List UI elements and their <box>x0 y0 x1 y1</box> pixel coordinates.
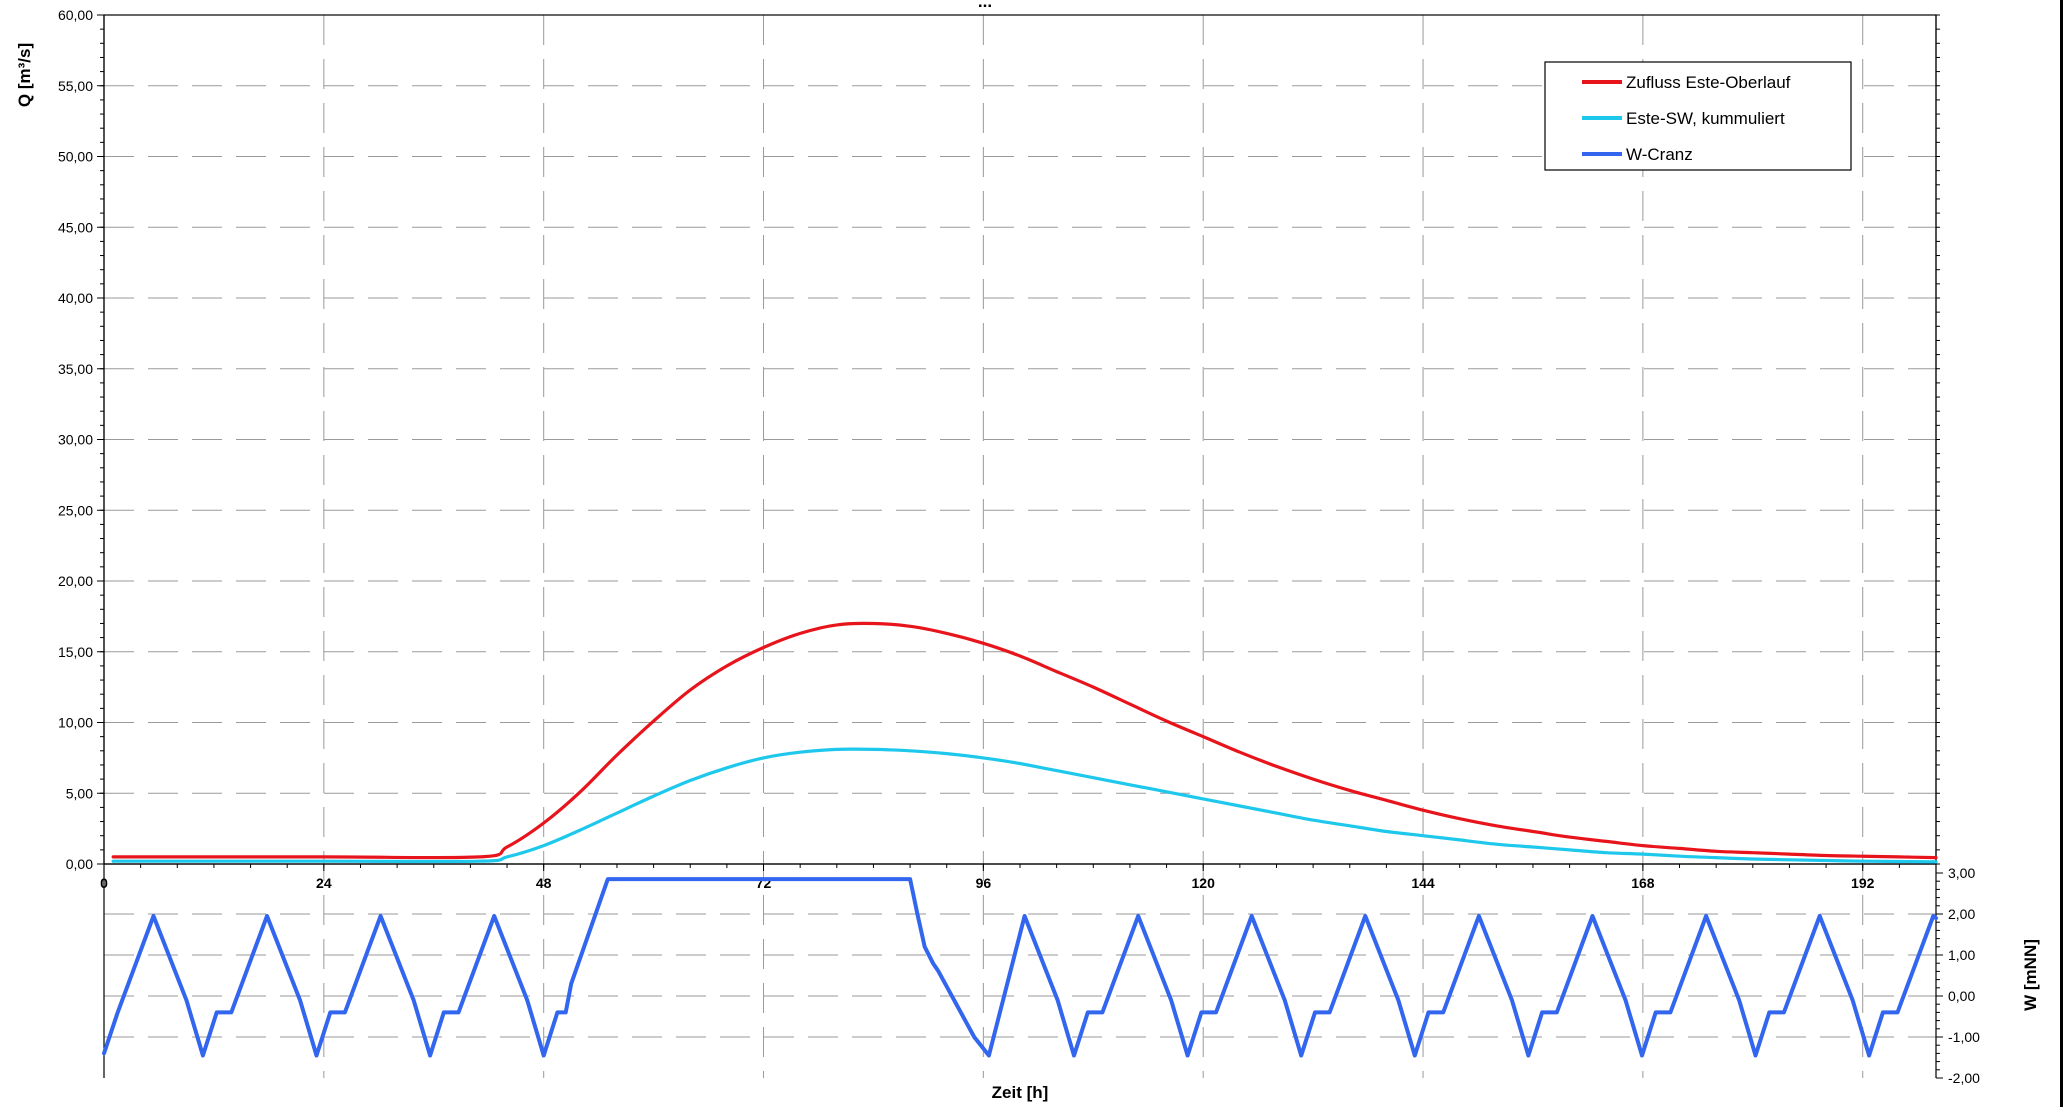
series-lines <box>102 621 1938 1058</box>
grid <box>104 15 1936 1078</box>
series-line-2 <box>111 747 1938 864</box>
y-left-tick-label: 50,00 <box>58 149 93 165</box>
y-right-tick-label: -1,00 <box>1948 1029 1980 1045</box>
x-tick-label: 192 <box>1851 875 1875 891</box>
y-axis-title-left: Q [m³/s] <box>15 43 34 107</box>
y-left-tick-label: 45,00 <box>58 219 93 235</box>
series-line-1 <box>111 621 1938 860</box>
x-axis-title: Zeit [h] <box>992 1083 1049 1102</box>
x-tick-label: 24 <box>316 875 332 891</box>
y-left-tick-label: 20,00 <box>58 573 93 589</box>
x-tick-label: 168 <box>1631 875 1655 891</box>
y-left-tick-label: 15,00 <box>58 644 93 660</box>
x-tick-label: 48 <box>536 875 552 891</box>
x-tick-label: 120 <box>1192 875 1216 891</box>
y-right-tick-label: -2,00 <box>1948 1070 1980 1086</box>
x-tick-label: 0 <box>100 875 108 891</box>
y-ticks-right: 3,00 2,00 1,00 0,00 -1,00 -2,00 <box>1936 865 1980 1086</box>
y-right-tick-label: 3,00 <box>1948 865 1975 881</box>
y-left-tick-label: 0,00 <box>66 856 93 872</box>
chart-title: ... <box>978 0 992 11</box>
y-right-tick-label: 1,00 <box>1948 947 1975 963</box>
y-right-tick-label: 2,00 <box>1948 906 1975 922</box>
legend: Zufluss Este-Oberlauf Este-SW, kummuliert… <box>1544 61 1852 171</box>
y-axis-title-right: W [mNN] <box>2021 939 2040 1011</box>
y-left-tick-label: 40,00 <box>58 290 93 306</box>
y-left-tick-label: 60,00 <box>58 7 93 23</box>
y-right-tick-label: 0,00 <box>1948 988 1975 1004</box>
y-left-tick-label: 25,00 <box>58 502 93 518</box>
x-ticks: 0 24 48 72 96 120 144 168 192 <box>100 864 1937 891</box>
x-tick-label: 144 <box>1411 875 1435 891</box>
y-left-tick-label: 10,00 <box>58 715 93 731</box>
x-tick-label: 96 <box>976 875 992 891</box>
series-line-3 <box>102 877 1938 1058</box>
right-edge-bar <box>2060 0 2063 1107</box>
legend-label-2: Este-SW, kummuliert <box>1626 109 1785 128</box>
y-ticks-left: 60,00 55,00 50,00 45,00 40,00 35,00 30,00 25,00… <box>58 7 1940 872</box>
y-left-tick-label: 30,00 <box>58 432 93 448</box>
legend-label-3: W-Cranz <box>1626 145 1693 164</box>
y-left-tick-label: 55,00 <box>58 78 93 94</box>
y-left-tick-label: 35,00 <box>58 361 93 377</box>
legend-label-1: Zufluss Este-Oberlauf <box>1626 73 1791 92</box>
y-left-tick-label: 5,00 <box>66 785 93 801</box>
